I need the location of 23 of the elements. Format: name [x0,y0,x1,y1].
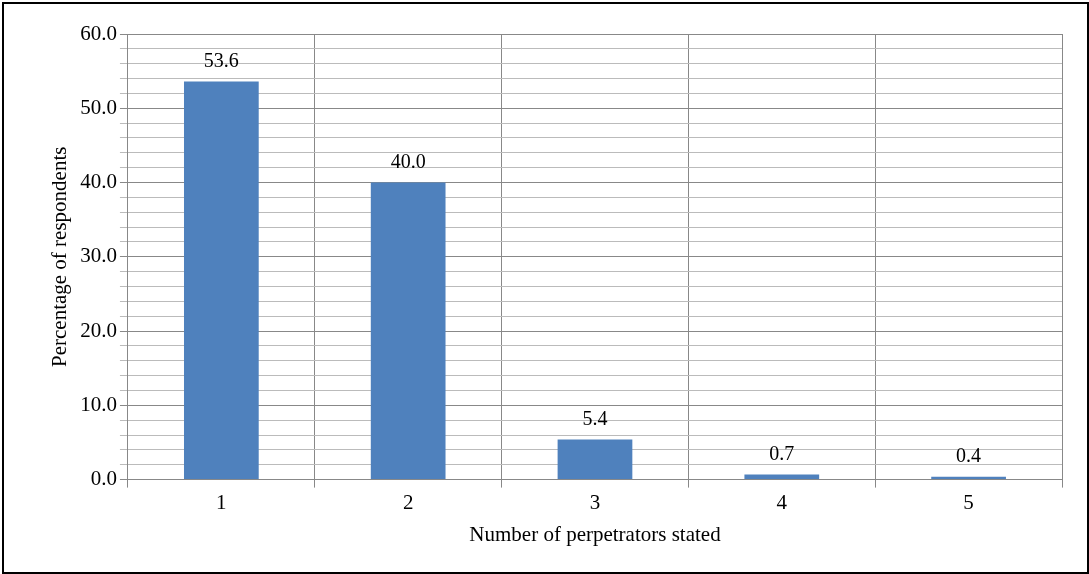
bar [557,439,633,480]
bar [370,182,446,480]
x-axis-title: Number of perpetrators stated [469,521,722,546]
data-label: 40.0 [390,149,426,172]
y-tick-label: 0.0 [90,466,117,491]
y-tick-label: 20.0 [80,317,117,342]
data-label: 0.4 [956,443,982,466]
bar [744,474,820,480]
data-label: 5.4 [582,406,608,429]
bar [183,81,259,480]
x-tick-label: 1 [216,489,227,514]
data-label: 53.6 [203,48,239,71]
data-label: 0.7 [769,441,795,464]
y-tick-label: 60.0 [80,20,117,45]
x-tick-label: 4 [776,489,788,514]
y-tick-label: 30.0 [80,243,117,268]
x-tick-label: 3 [589,489,601,514]
x-tick-label: 5 [963,489,974,514]
x-tick-label: 2 [402,489,414,514]
y-tick-label: 50.0 [80,94,117,119]
y-axis-title: Percentage of respondents [47,146,72,368]
y-tick-label: 40.0 [80,169,117,194]
y-tick-label: 10.0 [80,391,117,416]
